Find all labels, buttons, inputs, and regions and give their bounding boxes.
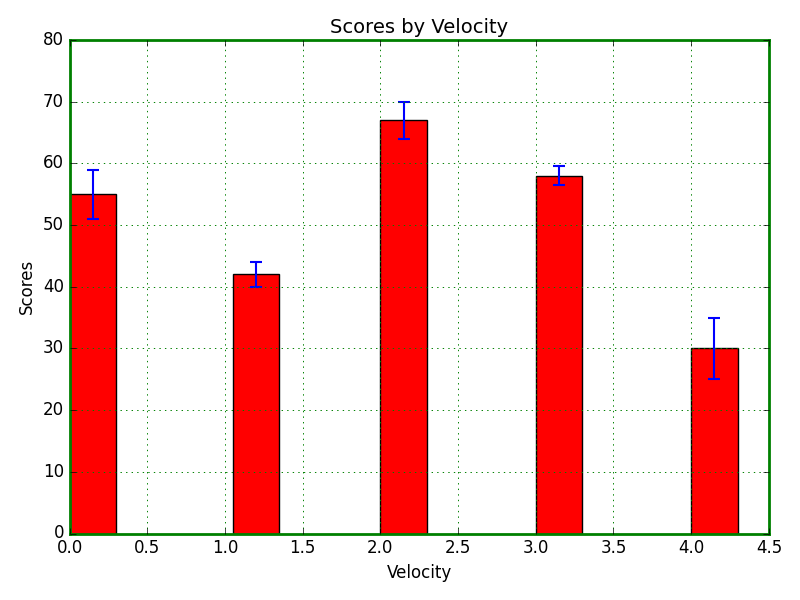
Bar xyxy=(233,274,279,533)
Bar xyxy=(691,349,738,533)
Bar xyxy=(381,120,427,533)
X-axis label: Velocity: Velocity xyxy=(386,564,452,582)
Bar xyxy=(70,194,116,533)
Y-axis label: Scores: Scores xyxy=(18,259,36,314)
Bar xyxy=(536,176,582,533)
Title: Scores by Velocity: Scores by Velocity xyxy=(330,18,508,37)
